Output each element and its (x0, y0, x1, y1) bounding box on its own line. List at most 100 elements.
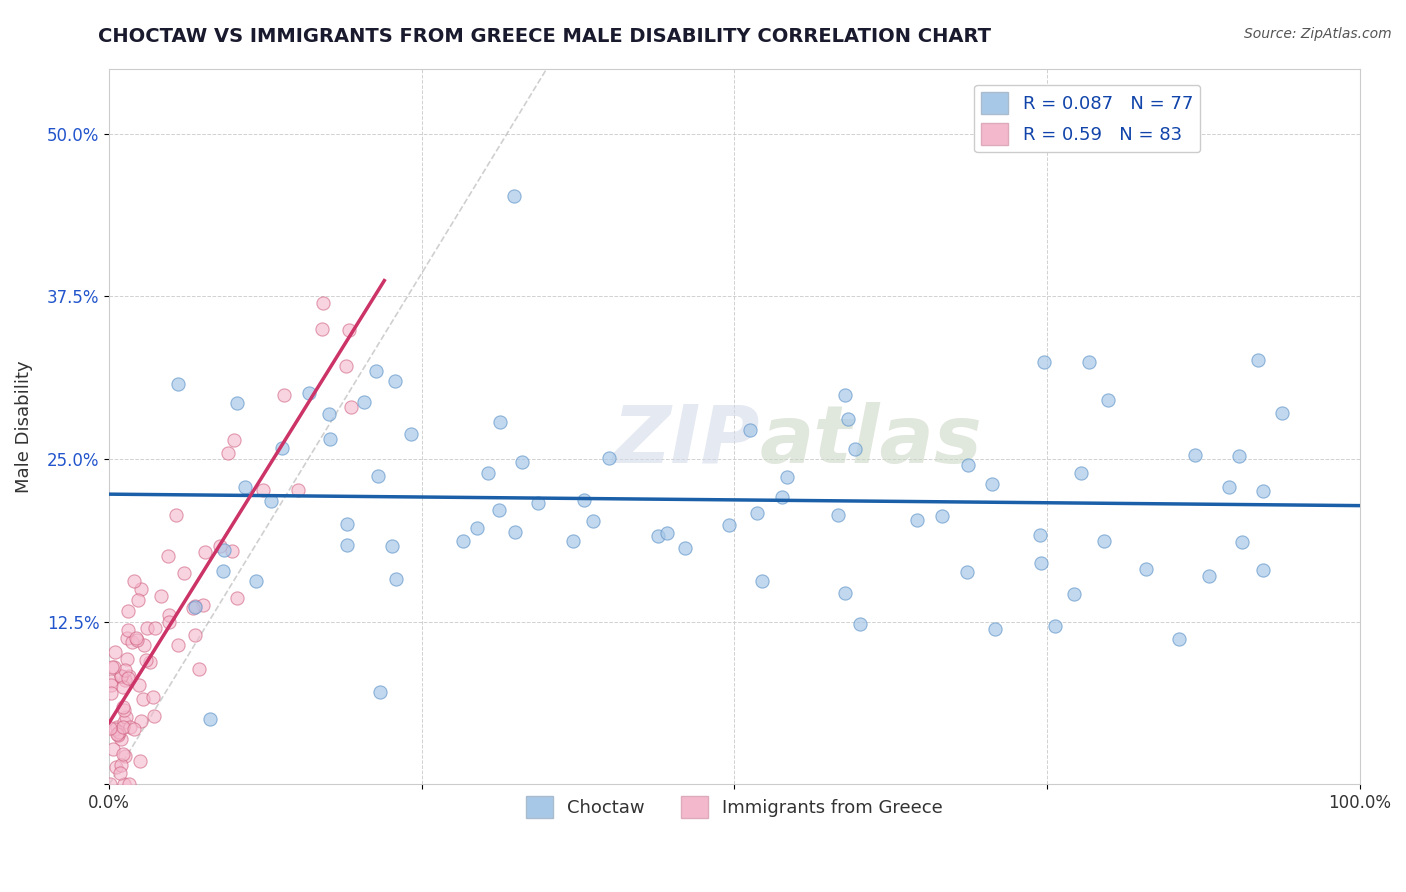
Point (115, 710, 138, 724)
Point (245, 574, 267, 588)
Point (143, 709, 166, 723)
Point (193, 599, 215, 613)
Point (105, 720, 128, 734)
Point (129, 714, 152, 728)
Point (100, 660, 122, 674)
Point (110, 669, 132, 683)
Text: Source: ZipAtlas.com: Source: ZipAtlas.com (1244, 27, 1392, 41)
Point (1135, 562, 1157, 576)
Point (217, 446, 239, 460)
Point (1230, 534, 1253, 549)
Y-axis label: Male Disability: Male Disability (15, 360, 32, 492)
Point (1167, 632, 1189, 646)
Point (252, 483, 274, 498)
Point (103, 659, 125, 673)
Point (512, 455, 534, 469)
Point (318, 407, 340, 421)
Point (834, 388, 856, 402)
Point (136, 621, 159, 635)
Point (381, 539, 404, 553)
Point (451, 534, 474, 549)
Point (956, 566, 979, 580)
Point (142, 690, 165, 704)
Point (209, 539, 232, 553)
Point (273, 388, 295, 402)
Point (105, 727, 128, 741)
Point (211, 565, 233, 579)
Point (221, 544, 243, 558)
Point (1097, 392, 1119, 407)
Point (562, 533, 585, 548)
Point (187, 662, 209, 676)
Point (740, 423, 762, 437)
Point (127, 593, 149, 607)
Point (108, 766, 131, 780)
Point (770, 491, 793, 505)
Point (834, 586, 856, 600)
Point (100, 777, 122, 791)
Point (101, 741, 124, 756)
Point (115, 652, 138, 666)
Point (260, 493, 283, 508)
Point (100, 686, 122, 700)
Point (1028, 528, 1050, 542)
Point (270, 442, 292, 456)
Point (335, 359, 357, 373)
Point (647, 529, 669, 543)
Point (165, 508, 187, 522)
Point (184, 599, 207, 614)
Point (131, 582, 153, 597)
Point (104, 645, 127, 659)
Point (125, 632, 148, 647)
Point (107, 728, 129, 742)
Point (110, 732, 132, 747)
Point (1070, 466, 1092, 480)
Point (844, 442, 866, 457)
Point (465, 521, 488, 535)
Point (337, 323, 360, 337)
Point (181, 601, 204, 615)
Point (340, 400, 363, 414)
Point (100, 722, 122, 736)
Point (117, 624, 139, 638)
Point (100, 678, 122, 692)
Point (226, 591, 249, 606)
Text: ZIP: ZIP (612, 401, 759, 480)
Point (298, 386, 321, 401)
Point (111, 747, 134, 761)
Point (107, 724, 129, 739)
Point (477, 467, 499, 481)
Point (311, 321, 333, 335)
Point (717, 517, 740, 532)
Point (368, 684, 391, 698)
Point (111, 680, 134, 694)
Point (115, 631, 138, 645)
Point (1045, 619, 1067, 633)
Point (117, 669, 139, 683)
Point (1251, 484, 1274, 499)
Legend: Choctaw, Immigrants from Greece: Choctaw, Immigrants from Greece (519, 789, 950, 825)
Point (1078, 355, 1101, 369)
Point (125, 631, 148, 645)
Point (336, 539, 359, 553)
Point (173, 566, 195, 580)
Point (200, 712, 222, 726)
Point (212, 543, 235, 558)
Point (139, 655, 162, 669)
Point (110, 669, 132, 683)
Point (981, 477, 1004, 491)
Point (194, 545, 217, 559)
Point (312, 295, 335, 310)
Point (184, 599, 207, 613)
Point (157, 607, 180, 622)
Point (233, 480, 256, 494)
Point (166, 638, 188, 652)
Text: CHOCTAW VS IMMIGRANTS FROM GREECE MALE DISABILITY CORRELATION CHART: CHOCTAW VS IMMIGRANTS FROM GREECE MALE D… (98, 27, 991, 45)
Point (1218, 480, 1240, 494)
Point (957, 458, 980, 472)
Point (319, 432, 342, 446)
Point (1184, 448, 1206, 462)
Point (112, 777, 135, 791)
Point (112, 700, 135, 714)
Point (1029, 556, 1052, 570)
